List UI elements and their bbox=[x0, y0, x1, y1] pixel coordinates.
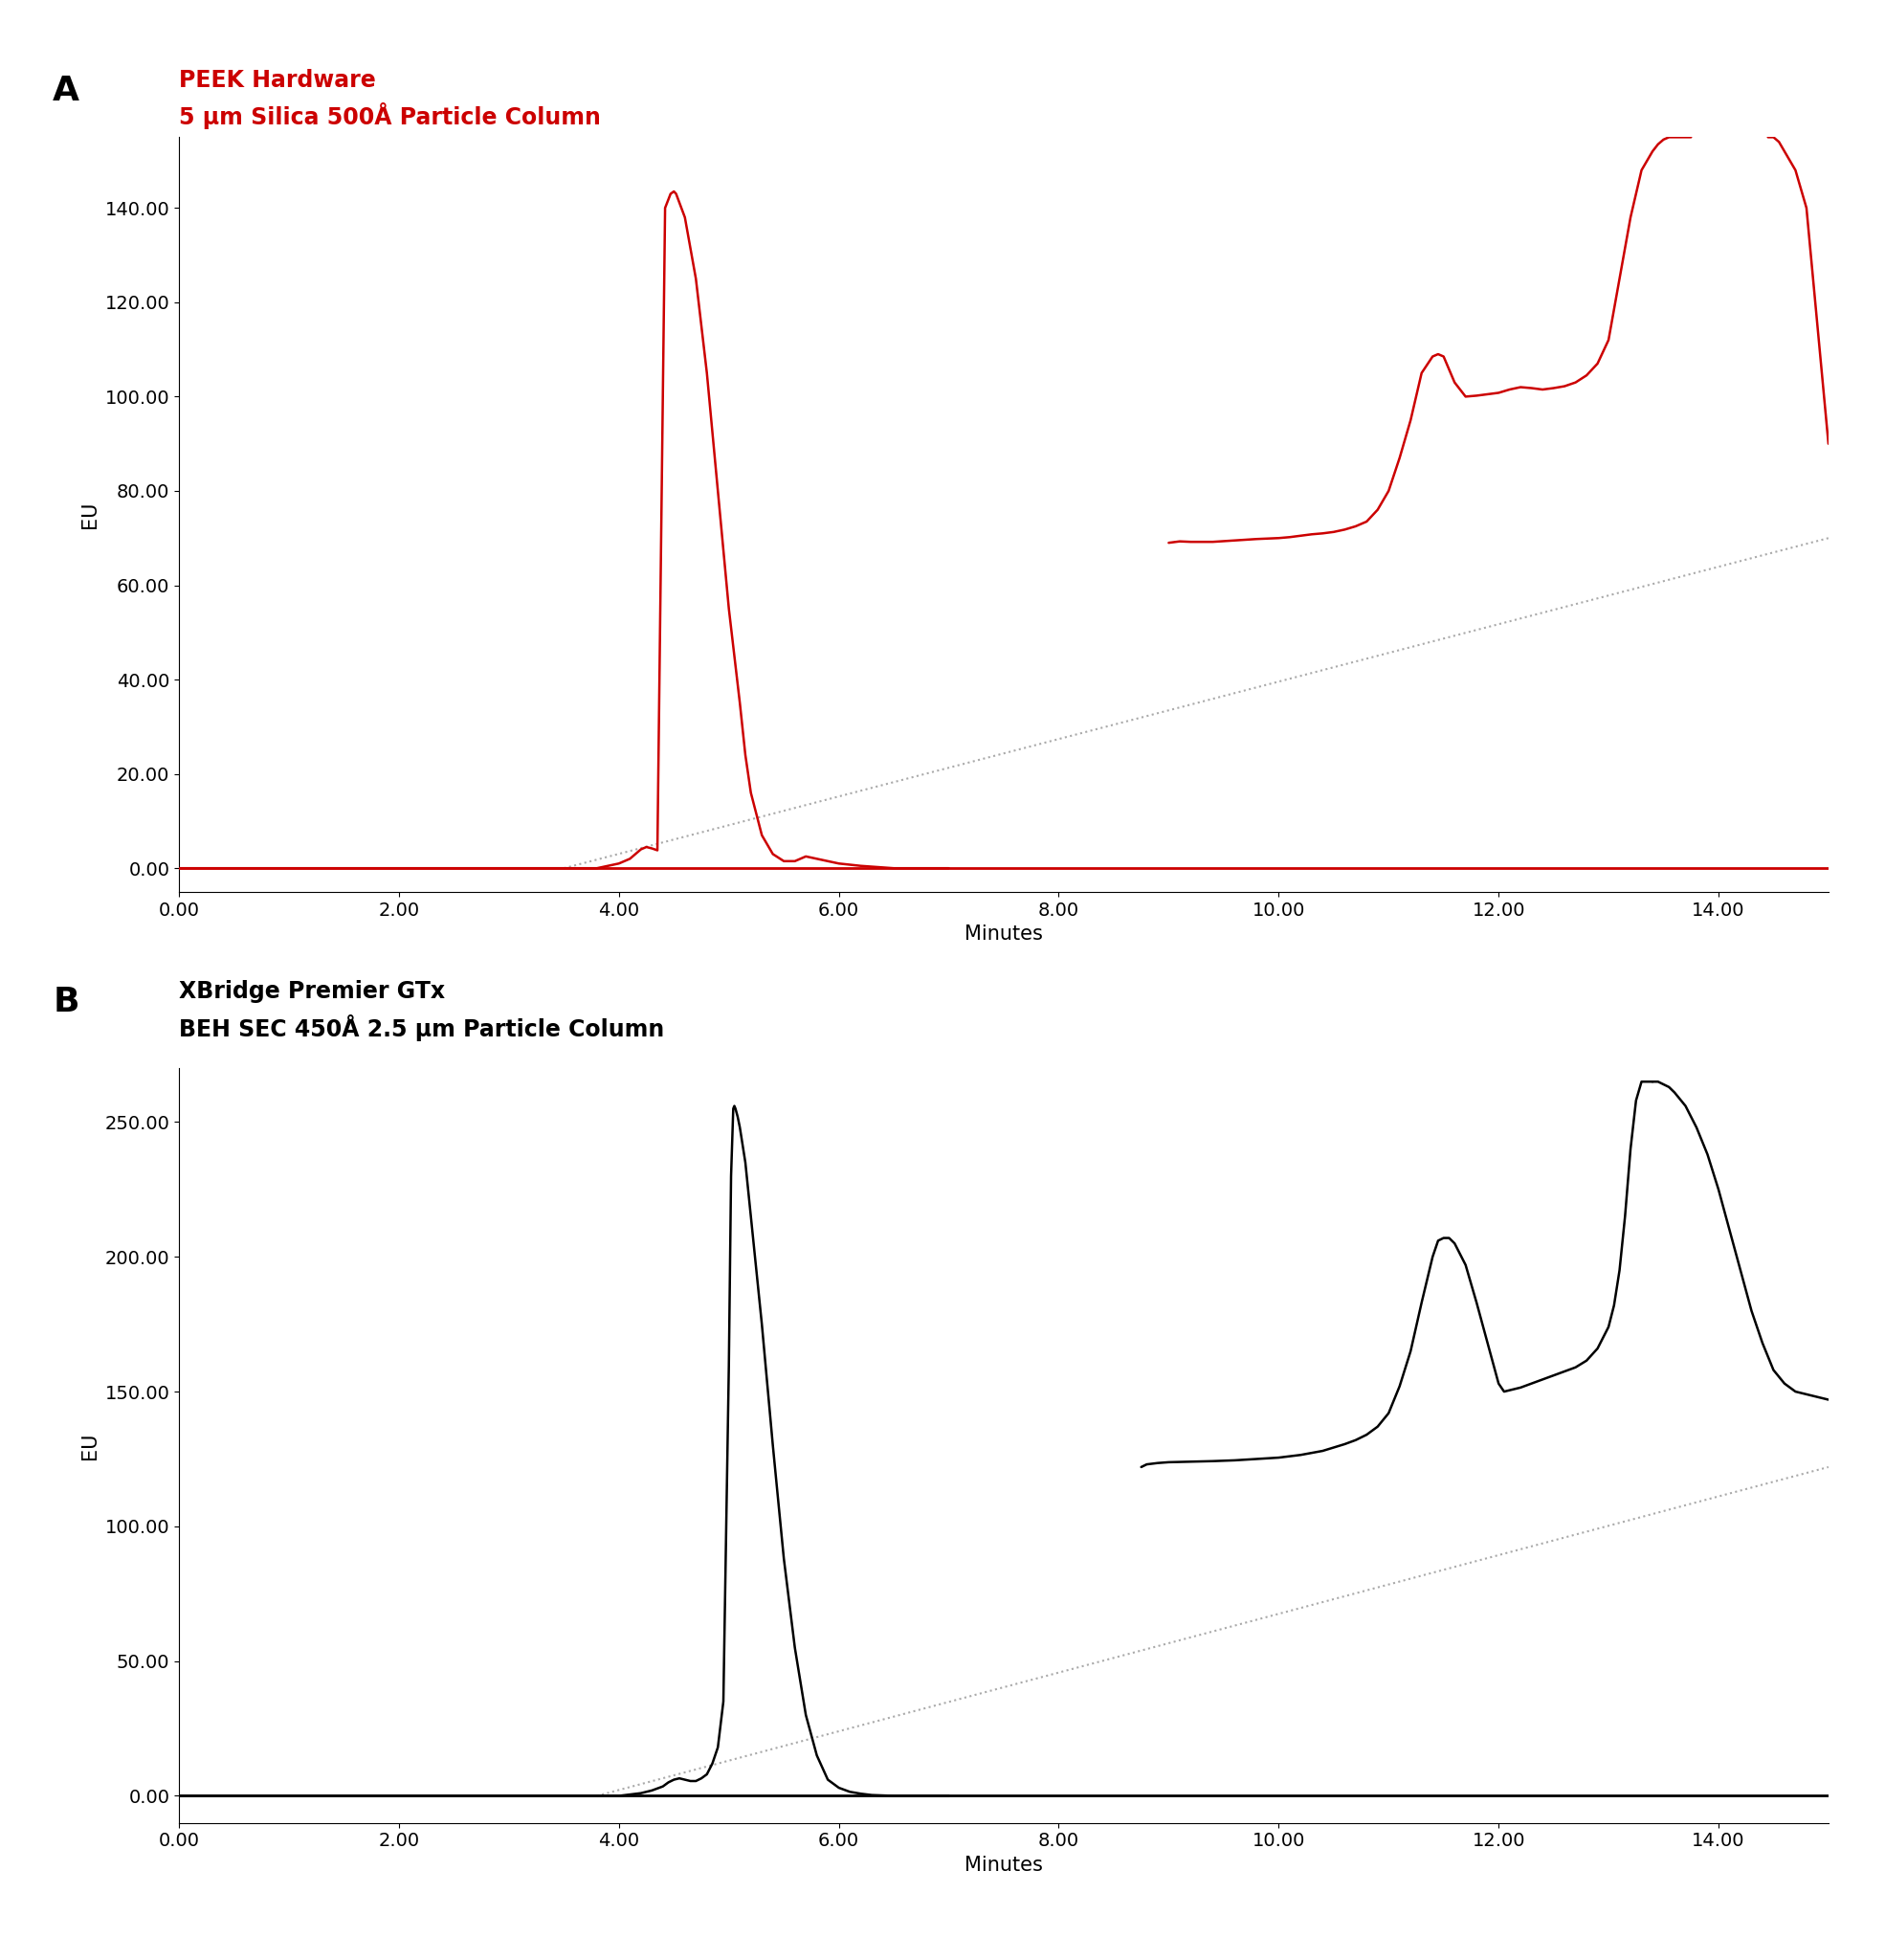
X-axis label: Minutes: Minutes bbox=[965, 1856, 1042, 1876]
Text: B: B bbox=[53, 986, 79, 1019]
Y-axis label: EU: EU bbox=[81, 1433, 100, 1458]
X-axis label: Minutes: Minutes bbox=[965, 925, 1042, 945]
Text: A: A bbox=[53, 74, 79, 108]
Y-axis label: EU: EU bbox=[81, 502, 100, 527]
Text: XBridge Premier GTx
BEH SEC 450Å 2.5 μm Particle Column: XBridge Premier GTx BEH SEC 450Å 2.5 μm … bbox=[179, 980, 664, 1041]
Text: PEEK Hardware
5 μm Silica 500Å Particle Column: PEEK Hardware 5 μm Silica 500Å Particle … bbox=[179, 69, 601, 129]
